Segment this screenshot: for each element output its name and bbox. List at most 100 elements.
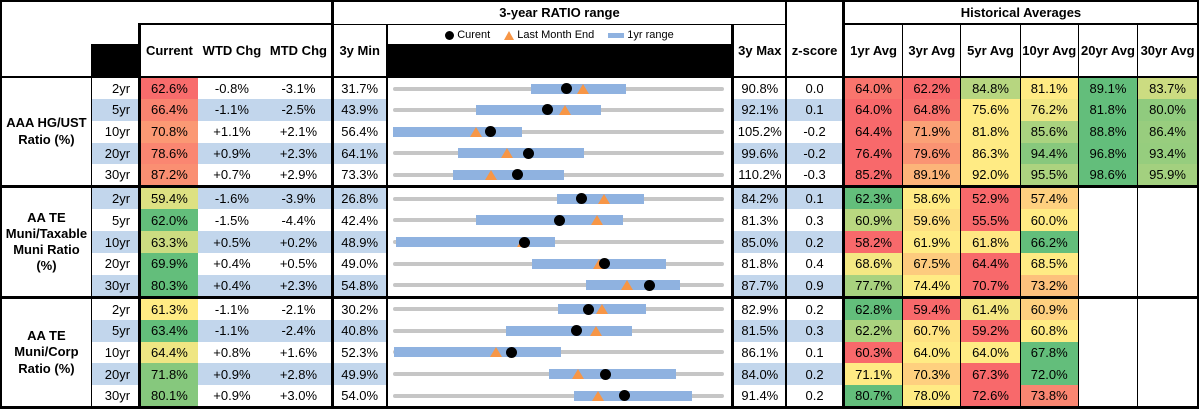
historical-avg-cell	[1078, 231, 1139, 253]
historical-avg-cell	[1078, 319, 1139, 342]
historical-avg-cell	[1137, 231, 1197, 253]
header-spacer-z	[786, 2, 845, 24]
wtd-chg-cell: +0.5%	[197, 231, 267, 253]
chart-range-cell	[386, 341, 735, 364]
3y-max-cell: 81.3%	[732, 209, 788, 232]
table-row: 10yr 63.3% +0.5% +0.2% 48.9% 85.0% 0.2 58.2% 61.…	[2, 231, 1197, 253]
current-dot-marker	[644, 279, 656, 291]
historical-avg-cell	[1137, 186, 1197, 210]
3y-max-cell: 84.0%	[732, 363, 788, 386]
wtd-chg-cell: -1.1%	[197, 99, 267, 121]
last-month-triangle-marker	[489, 347, 502, 358]
3y-range-track	[392, 240, 725, 245]
3y-max-cell: 91.4%	[732, 385, 788, 407]
z-score-cell: -0.3	[786, 164, 845, 189]
z-score-cell: -0.2	[786, 120, 845, 143]
chart-column-header: Curent Last Month End 1yr range	[386, 24, 735, 78]
3y-max-cell: 105.2%	[732, 120, 788, 143]
table-row: AA TE Muni/Corp Ratio (%) 2yr 61.3% -1.1% -2…	[2, 297, 1197, 407]
one-year-range-bar	[452, 169, 565, 180]
last-month-triangle-marker	[572, 369, 585, 380]
historical-avg-cell: 64.8%	[902, 99, 962, 121]
historical-avg-cell	[1137, 341, 1197, 364]
current-dot-marker	[505, 346, 517, 358]
table-row: 20yr 69.9% +0.4% +0.5% 49.0% 81.8% 0.4 68.6% 67.…	[2, 252, 1197, 275]
range-bar-icon	[608, 32, 625, 38]
historical-avg-cell: 67.8%	[1020, 341, 1079, 364]
historical-avg-cell: 81.8%	[960, 120, 1021, 143]
chart-range-cell	[386, 363, 735, 386]
current-dot-marker	[598, 258, 610, 270]
range-plot	[392, 143, 725, 164]
table-row: 20yr 78.6% +0.9% +2.3% 64.1% 99.6% -0.2 76.4% 79…	[2, 142, 1197, 165]
z-score-cell: 0.0	[786, 77, 845, 99]
tenor-label: 5yr	[91, 99, 142, 121]
historical-avg-cell	[1137, 209, 1197, 232]
tenor-label: 2yr	[91, 297, 142, 320]
historical-avg-cell: 72.0%	[1020, 363, 1079, 386]
last-month-triangle-marker	[591, 390, 604, 401]
3y-max-cell: 99.6%	[732, 142, 788, 165]
1yr-avg-column-header: 1yr Avg	[843, 24, 904, 78]
current-value-cell: 70.8%	[139, 120, 198, 143]
historical-avg-cell: 86.4%	[1137, 120, 1197, 143]
tenor-header-black-box	[91, 44, 137, 75]
tenor-label: 2yr	[91, 186, 142, 210]
one-year-range-bar	[505, 325, 633, 336]
historical-avg-cell: 76.4%	[843, 142, 904, 165]
historical-avg-cell: 76.2%	[1020, 99, 1079, 121]
wtd-chg-cell: -0.8%	[214, 81, 249, 96]
historical-avg-cell: 62.2%	[902, 77, 962, 99]
wtd-chg-cell: -1.1%	[197, 319, 267, 342]
z-score-cell: 0.2	[786, 297, 845, 320]
wtd-chg-cell: +0.9%	[197, 385, 267, 407]
table-row: 5yr 62.0% -1.5% -4.4% 42.4% 81.3% 0.3 60.9% 59.6…	[2, 209, 1197, 232]
range-plot	[392, 385, 725, 405]
last-month-triangle-icon	[504, 30, 515, 40]
historical-averages-title: Historical Averages	[843, 2, 1197, 25]
current-dot-marker	[519, 236, 531, 248]
chart-range-cell	[386, 142, 735, 165]
3y-max-cell: 90.8%	[732, 77, 788, 99]
current-value-cell: 71.8%	[139, 363, 198, 386]
wtd-chg-cell: +1.1%	[213, 124, 251, 140]
title-row: 3-year RATIO range Historical Averages	[2, 2, 1197, 25]
3y-max-cell: 81.5%	[732, 319, 788, 342]
historical-avg-cell: 85.2%	[843, 164, 904, 189]
table-row: 30yr 87.2% +0.7% +2.9% 73.3% 110.2% -0.3 85.2% 8…	[2, 164, 1197, 189]
3y-min-cell: 54.8%	[332, 274, 388, 299]
z-score-column-header: z-score	[786, 24, 845, 78]
tenor-label: 20yr	[91, 252, 142, 275]
mtd-chg-cell: +2.3%	[266, 274, 334, 299]
10yr-avg-column-header: 10yr Avg	[1020, 24, 1079, 78]
column-header-row: Current WTD Chg MTD Chg 3y Min Curent La…	[2, 24, 1197, 78]
current-value-cell: 87.2%	[139, 164, 198, 189]
mtd-chg-cell: +2.8%	[266, 363, 334, 386]
historical-avg-cell	[1137, 319, 1197, 342]
3y-min-cell: 31.7%	[332, 77, 388, 99]
historical-avg-cell: 64.0%	[843, 99, 904, 121]
3y-max-cell: 85.0%	[732, 231, 788, 253]
historical-avg-cell: 73.2%	[1020, 274, 1079, 299]
table-row: AAA HG/UST Ratio (%) 2yr 62.6% -0.8% -3.1% 31…	[2, 77, 1197, 189]
chart-header-black-box	[387, 44, 730, 75]
current-value-cell: 78.6%	[139, 142, 198, 165]
historical-avg-cell	[1137, 252, 1197, 275]
historical-avg-cell: 61.9%	[902, 231, 962, 253]
range-plot	[392, 232, 725, 253]
chart-range-cell	[386, 385, 735, 407]
3y-max-cell: 82.9%	[732, 297, 788, 320]
group-label: AAA HG/UST Ratio (%)	[2, 77, 92, 189]
wtd-chg-column-header: WTD Chg	[197, 24, 267, 78]
historical-avg-cell: 58.2%	[843, 231, 904, 253]
wtd-chg-cell: +0.7%	[197, 164, 267, 189]
historical-avg-cell: 70.3%	[902, 363, 962, 386]
historical-avg-cell: 88.8%	[1078, 120, 1139, 143]
z-score-cell: 0.2	[786, 363, 845, 386]
historical-avg-cell: 57.4%	[1020, 186, 1079, 210]
chart-range-cell	[386, 77, 735, 99]
historical-avg-cell: 75.6%	[960, 99, 1021, 121]
historical-avg-cell: 98.6%	[1078, 164, 1139, 189]
historical-avg-cell: 79.6%	[902, 142, 962, 165]
